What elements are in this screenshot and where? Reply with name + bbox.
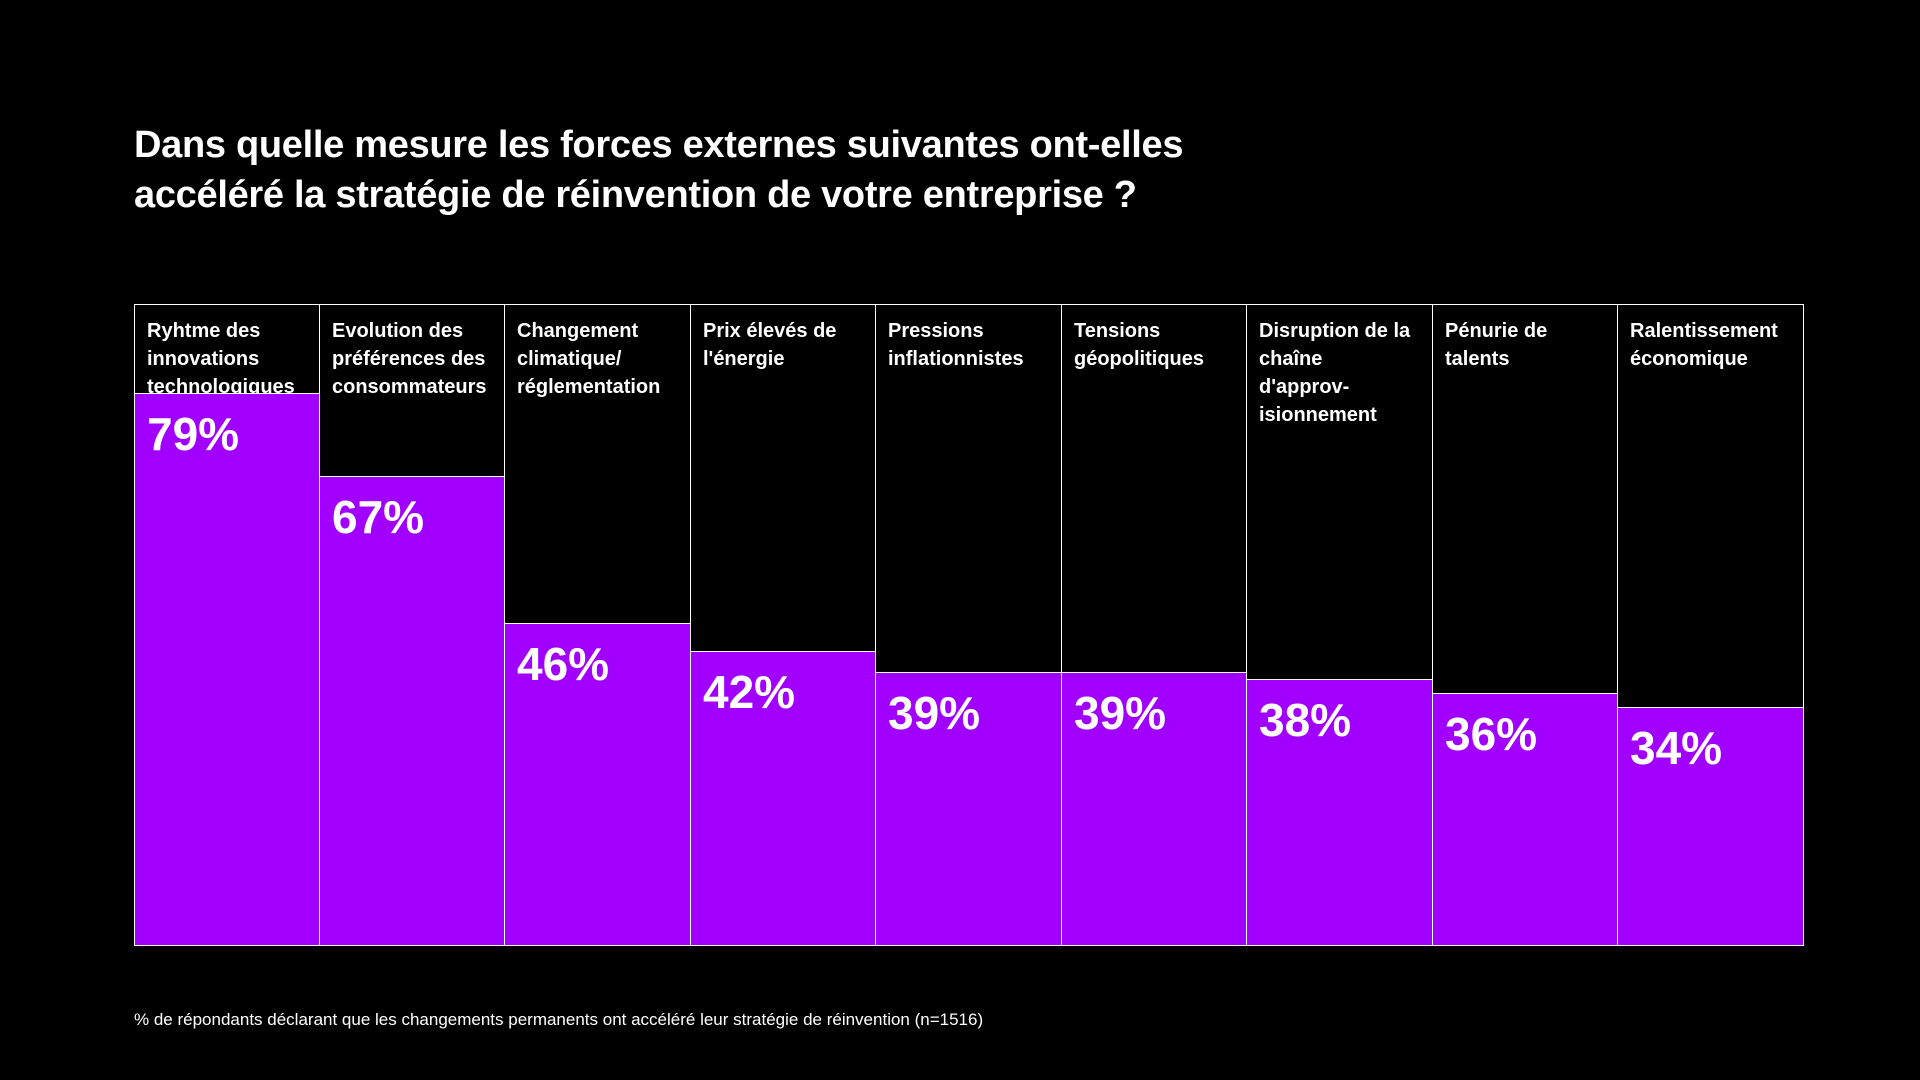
category-label: Pénurie de talents: [1445, 320, 1548, 370]
bar: 42%: [691, 650, 876, 945]
category-column: Ralentissement économique 34%: [1617, 304, 1804, 946]
bar-value-label: 79%: [147, 407, 240, 460]
category-column: Prix élevés de l'énergie 42%: [690, 304, 877, 946]
bar: 38%: [1247, 678, 1432, 945]
category-column: Disruption de la chaîne d'approv- isionn…: [1246, 304, 1433, 946]
category-column: Pressions inflationnistes 39%: [875, 304, 1062, 946]
chart-title-line-1: Dans quelle mesure les forces externes s…: [134, 124, 1184, 166]
bar-value-label: 39%: [888, 686, 981, 739]
bar: 39%: [1062, 671, 1247, 945]
chart-footnote: % de répondants déclarant que les change…: [134, 1010, 984, 1029]
bar-chart: Ryhtme des innovations technologiques 79%…: [134, 304, 1804, 946]
category-column: Ryhtme des innovations technologiques 79%: [134, 304, 320, 946]
bar: 34%: [1618, 706, 1803, 945]
category-label: Tensions géopolitiques: [1074, 320, 1204, 370]
bar-value-label: 42%: [703, 665, 796, 718]
bar: 36%: [1433, 692, 1618, 945]
category-label: Ralentissement économique: [1630, 320, 1778, 370]
category-column: Changement climatique/ réglementation 46%: [504, 304, 691, 946]
bar-value-label: 38%: [1259, 693, 1352, 746]
category-label: Disruption de la chaîne d'approv- isionn…: [1259, 320, 1411, 426]
chart-title-line-2: accéléré la stratégie de réinvention de …: [134, 174, 1137, 216]
category-label: Pressions inflationnistes: [888, 320, 1024, 370]
chart-title: Dans quelle mesure les forces externes s…: [134, 120, 1534, 220]
bar-value-label: 46%: [517, 638, 610, 690]
bar-value-label: 34%: [1630, 721, 1723, 774]
category-label: Prix élevés de l'énergie: [703, 320, 837, 370]
bar: 67%: [320, 476, 505, 945]
category-label: Evolution des préférences des consommate…: [332, 320, 487, 398]
category-label: Changement climatique/ réglementation: [517, 320, 661, 398]
bar: 39%: [876, 671, 1061, 945]
category-column: Pénurie de talents 36%: [1432, 304, 1619, 946]
bar: 79%: [135, 392, 319, 945]
bar-value-label: 39%: [1074, 686, 1167, 739]
category-column: Evolution des préférences des consommate…: [319, 304, 506, 946]
category-label: Ryhtme des innovations technologiques: [147, 320, 295, 398]
bar: 46%: [505, 623, 690, 945]
category-column: Tensions géopolitiques 39%: [1061, 304, 1248, 946]
bar-value-label: 67%: [332, 491, 425, 544]
bar-value-label: 36%: [1445, 707, 1538, 760]
